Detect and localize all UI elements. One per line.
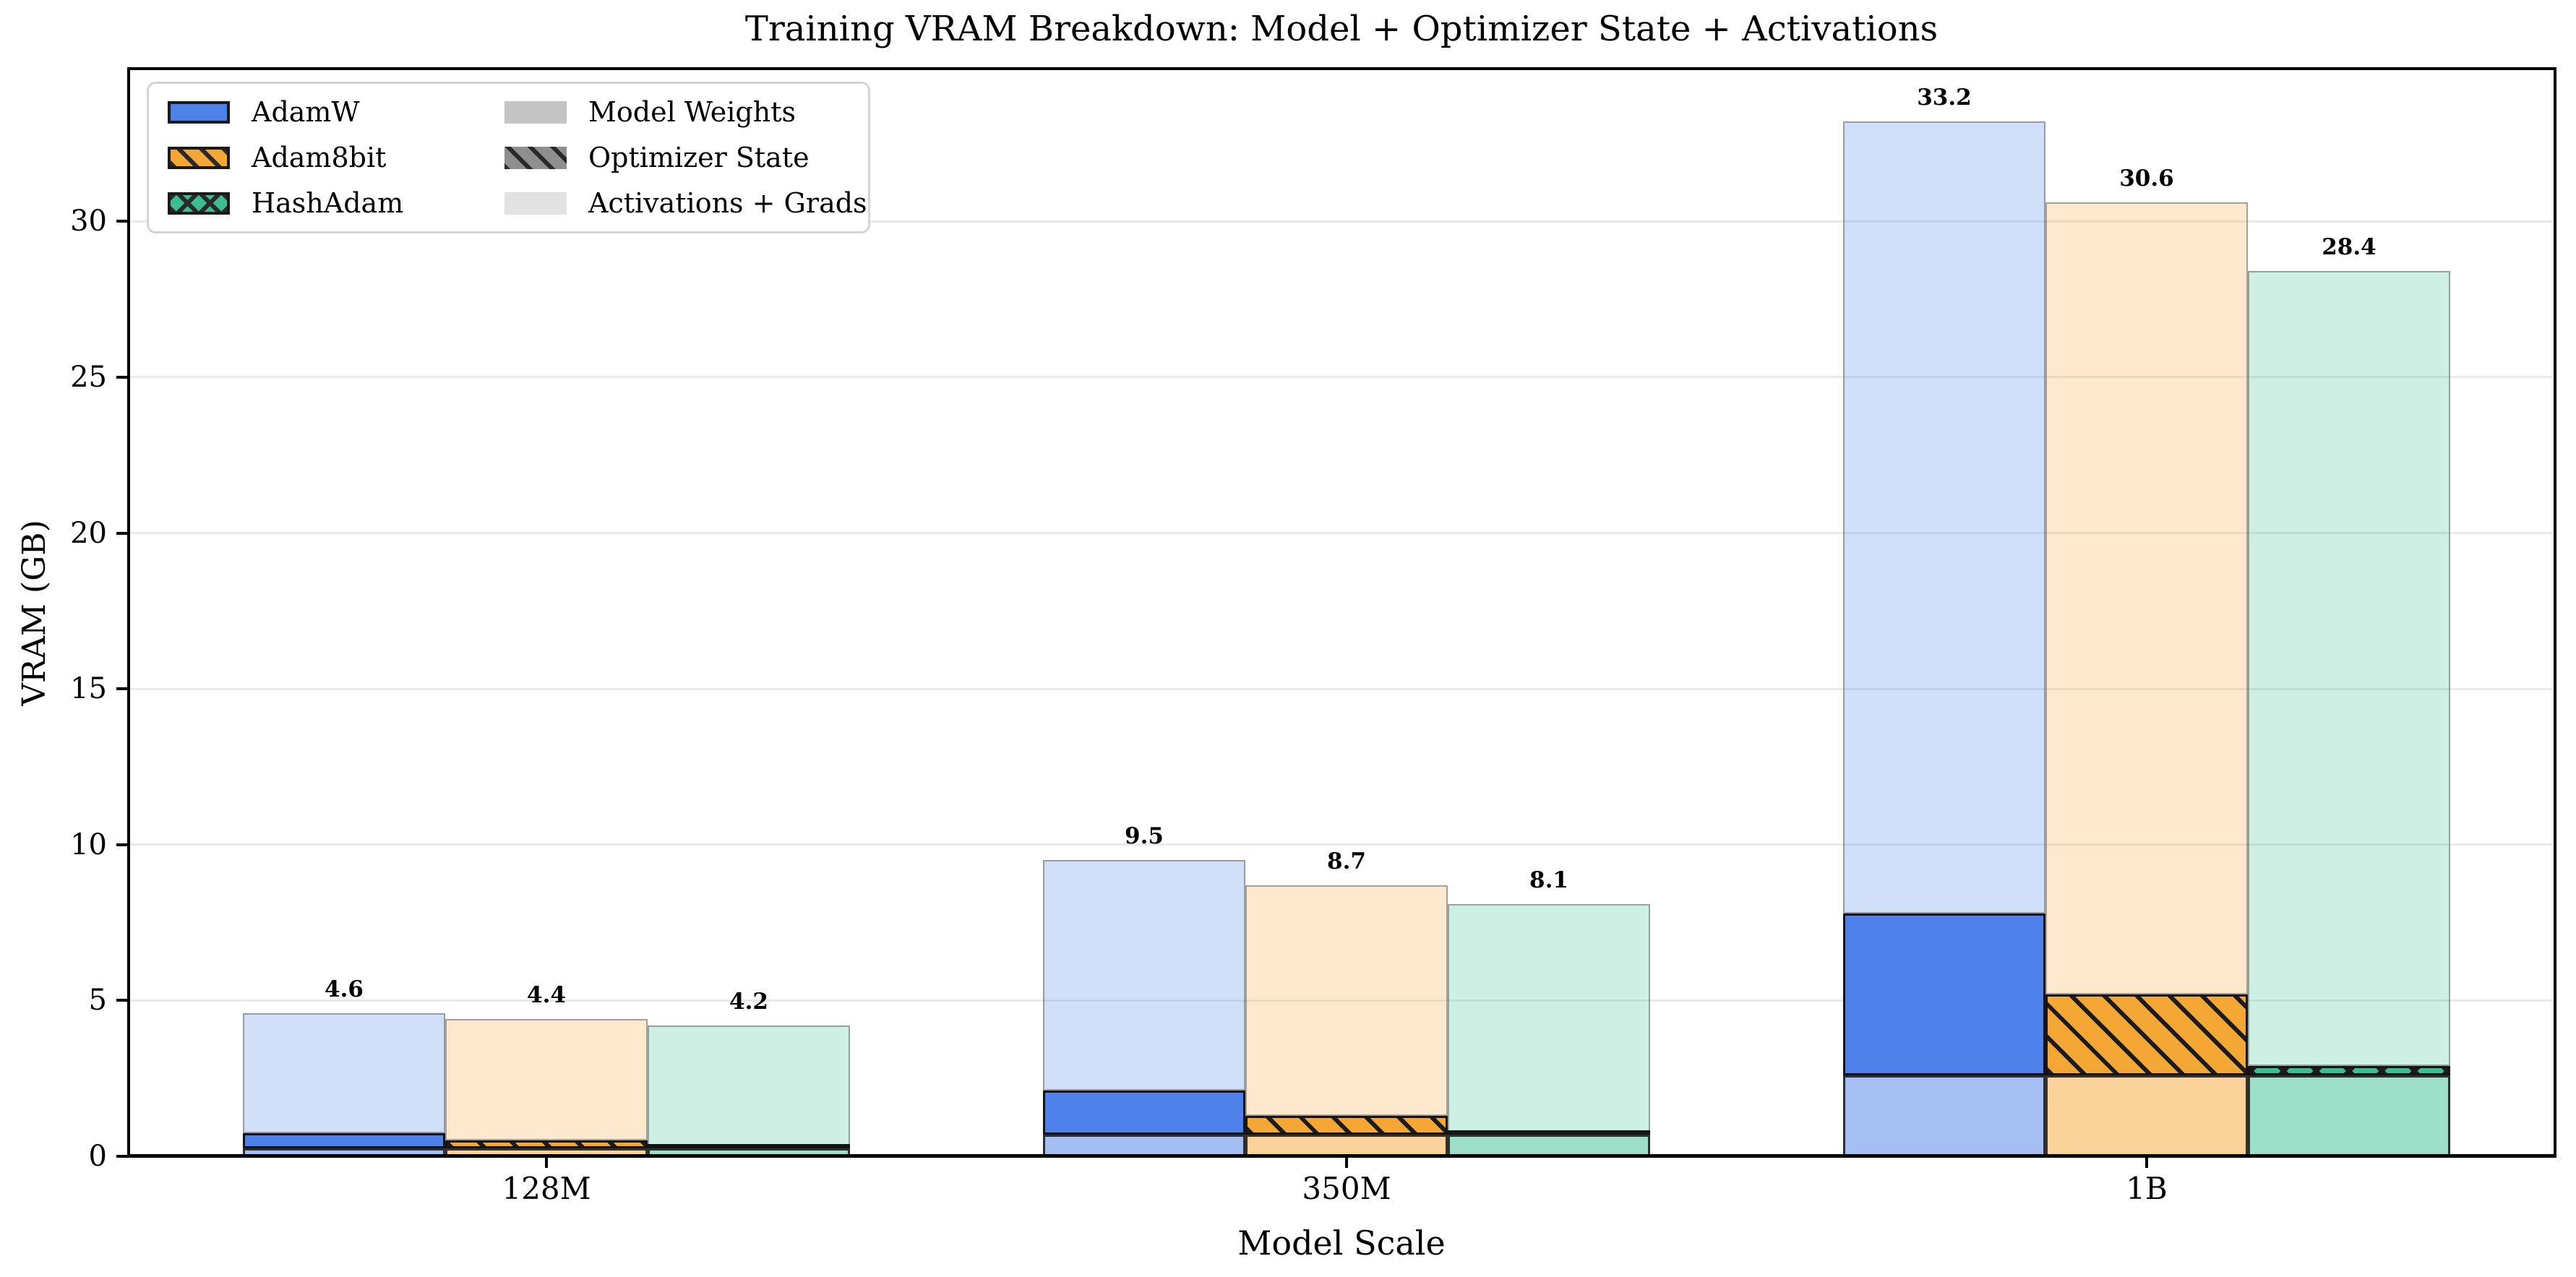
- value-label-HashAdam-350M: 8.1: [1529, 867, 1568, 893]
- ytick-mark-25: [116, 375, 129, 379]
- value-label-Adam8bit-128M: 4.4: [527, 982, 566, 1009]
- legend-entry-optimizer-state: Optimizer State: [505, 141, 867, 174]
- bar-AdamW-128M-optimizer: [243, 1132, 445, 1149]
- chart-title: Training VRAM Breakdown: Model + Optimiz…: [744, 9, 1939, 49]
- legend-label-adamw: AdamW: [252, 96, 360, 128]
- value-label-AdamW-128M: 4.6: [325, 976, 364, 1002]
- value-label-HashAdam-128M: 4.2: [729, 988, 768, 1015]
- gridline-25: [129, 376, 2555, 379]
- ytick-label-20: 20: [70, 516, 107, 550]
- legend-label-model-weights: Model Weights: [588, 96, 797, 128]
- bar-Adam8bit-350M-weights: [1245, 1134, 1448, 1156]
- bar-AdamW-128M-activations: [243, 1012, 445, 1133]
- bar-HashAdam-128M-optimizer: [648, 1144, 850, 1149]
- bar-HashAdam-1B-optimizer: [2248, 1065, 2450, 1075]
- ytick-label-15: 15: [70, 672, 107, 706]
- ytick-mark-15: [116, 687, 129, 691]
- legend-label-optimizer-state: Optimizer State: [588, 142, 810, 173]
- legend-label-hashadam: HashAdam: [252, 187, 404, 219]
- bar-AdamW-350M-weights: [1043, 1134, 1245, 1156]
- xtick-mark-350M: [1345, 1156, 1348, 1168]
- ytick-mark-0: [116, 1155, 129, 1158]
- bar-HashAdam-350M-activations: [1448, 903, 1650, 1132]
- ytick-mark-20: [116, 531, 129, 535]
- model-weights-swatch-icon: [505, 100, 567, 124]
- hashadam-swatch-icon: [168, 192, 230, 215]
- gridline-20: [129, 532, 2555, 535]
- xtick-label-1B: 1B: [2126, 1171, 2168, 1206]
- plot-area: 4.6 9.5 33.2 4.4 8.7 30.6 4.2 8.1 28.4 0 5 10 15 20 25…: [70, 67, 2556, 1205]
- gridline-10: [129, 843, 2555, 846]
- bar-AdamW-350M-activations: [1043, 860, 1245, 1091]
- legend-entry-hashadam: HashAdam: [168, 186, 486, 220]
- x-axis-label: Model Scale: [1237, 1224, 1446, 1263]
- gridline-5: [129, 999, 2555, 1002]
- value-label-AdamW-350M: 9.5: [1125, 823, 1164, 850]
- y-axis-label: VRAM (GB): [16, 520, 53, 706]
- value-label-Adam8bit-350M: 8.7: [1327, 848, 1366, 874]
- ytick-mark-30: [116, 220, 129, 223]
- value-label-AdamW-1B: 33.2: [1917, 85, 1972, 111]
- ytick-mark-10: [116, 843, 129, 846]
- activations-grads-swatch-icon: [505, 192, 567, 215]
- bar-AdamW-1B-weights: [1843, 1075, 2045, 1156]
- bar-HashAdam-350M-optimizer: [1448, 1130, 1650, 1135]
- ytick-mark-5: [116, 999, 129, 1002]
- optimizer-state-swatch-icon: [505, 146, 567, 169]
- spine-right: [2554, 69, 2556, 1156]
- gridline-15: [129, 687, 2555, 690]
- xtick-mark-1B: [2145, 1156, 2148, 1168]
- legend-entry-adam8bit: Adam8bit: [168, 141, 486, 174]
- value-label-Adam8bit-1B: 30.6: [2119, 165, 2174, 192]
- spine-left: [127, 69, 130, 1156]
- ytick-label-10: 10: [70, 827, 107, 861]
- bar-AdamW-1B-optimizer: [1843, 913, 2045, 1075]
- bar-AdamW-350M-optimizer: [1043, 1091, 1245, 1135]
- bar-HashAdam-1B-activations: [2248, 271, 2450, 1066]
- adam8bit-swatch-icon: [168, 146, 230, 169]
- bar-AdamW-1B-activations: [1843, 121, 2045, 913]
- adamw-swatch-icon: [168, 100, 230, 124]
- xtick-mark-128M: [545, 1156, 548, 1168]
- gridline-30: [129, 220, 2555, 223]
- legend-label-activations-grads: Activations + Grads: [588, 187, 867, 219]
- ytick-label-5: 5: [88, 984, 107, 1018]
- bar-Adam8bit-350M-optimizer: [1245, 1115, 1448, 1135]
- spine-top: [127, 67, 2556, 70]
- ytick-label-25: 25: [70, 360, 107, 394]
- xtick-label-128M: 128M: [502, 1171, 591, 1206]
- legend: AdamW Model Weights Adam8bit Optimizer S…: [147, 82, 870, 233]
- legend-entry-model-weights: Model Weights: [505, 95, 867, 129]
- bar-HashAdam-1B-weights: [2248, 1075, 2450, 1156]
- bar-Adam8bit-128M-optimizer: [445, 1140, 648, 1149]
- bar-HashAdam-128M-activations: [648, 1025, 850, 1148]
- bar-Adam8bit-1B-optimizer: [2045, 994, 2248, 1075]
- ytick-label-0: 0: [88, 1140, 107, 1173]
- ytick-label-30: 30: [70, 205, 107, 238]
- bar-Adam8bit-350M-activations: [1245, 885, 1448, 1116]
- bar-Adam8bit-1B-activations: [2045, 202, 2248, 994]
- bar-Adam8bit-128M-activations: [445, 1019, 648, 1141]
- bar-HashAdam-350M-weights: [1448, 1134, 1650, 1156]
- bar-Adam8bit-1B-weights: [2045, 1075, 2248, 1156]
- legend-entry-adamw: AdamW: [168, 95, 486, 129]
- xtick-label-350M: 350M: [1302, 1171, 1391, 1206]
- spine-bottom: [127, 1154, 2556, 1158]
- legend-entry-activations-grads: Activations + Grads: [505, 186, 867, 220]
- value-label-HashAdam-1B: 28.4: [2322, 234, 2377, 261]
- legend-label-adam8bit: Adam8bit: [252, 142, 387, 173]
